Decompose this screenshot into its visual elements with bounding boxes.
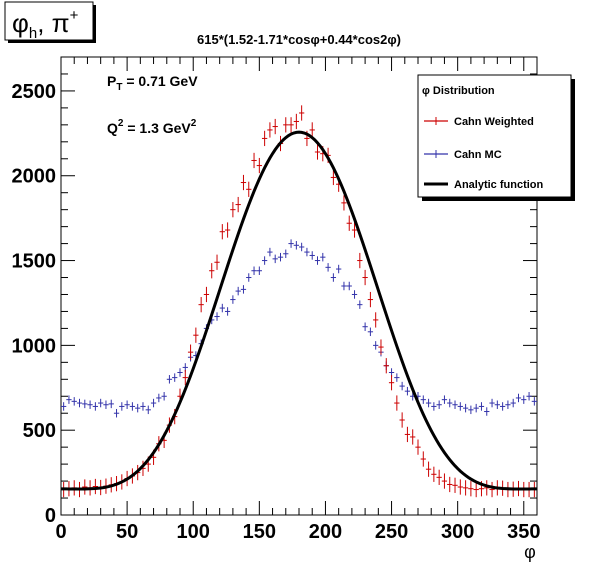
- annotation-pt-rest: = 0.71 GeV: [122, 73, 198, 89]
- annotation-q2: Q2 = 1.3 GeV2: [107, 118, 197, 136]
- annotation-q2-rest: = 1.3 GeV: [123, 120, 191, 136]
- x-tick-label: 250: [375, 521, 408, 543]
- legend-label-cahn-weighted: Cahn Weighted: [454, 116, 534, 128]
- annotation-q2-sup2: 2: [191, 118, 197, 129]
- annotation-q2-main: Q: [107, 120, 118, 136]
- legend-label-cahn-mc: Cahn MC: [454, 149, 502, 161]
- legend: φ Distribution Cahn Weighted Cahn MC Ana…: [417, 74, 575, 201]
- data-layer: [61, 105, 537, 498]
- x-tick-label: 0: [55, 521, 66, 543]
- tag-phi: φ: [12, 8, 29, 38]
- histogram-tag: φh, π+: [4, 1, 96, 43]
- y-tick-label: 0: [45, 505, 56, 527]
- chart-title: 615*(1.52-1.71*cosφ+0.44*cos2φ): [197, 32, 401, 47]
- x-tick-label: 150: [243, 521, 276, 543]
- y-tick-label: 500: [23, 420, 56, 442]
- x-tick-label: 300: [441, 521, 474, 543]
- tag-sub: h: [29, 25, 37, 42]
- x-tick-label: 50: [116, 521, 138, 543]
- x-tick-label: 350: [507, 521, 540, 543]
- tag-rest: , π: [37, 8, 69, 38]
- legend-header: φ Distribution: [422, 85, 495, 97]
- axes-layer: 0 50 100 150 200 250 300 350 0 500 1000 1500 2000 250…: [12, 56, 540, 543]
- x-tick-label: 100: [177, 521, 210, 543]
- y-tick-label: 1500: [12, 251, 57, 273]
- y-tick-label: 2500: [12, 81, 57, 103]
- annotation-pt-sub: T: [116, 82, 122, 93]
- svg-text:φh, π+: φh, π+: [12, 7, 79, 42]
- y-tick-label: 2000: [12, 166, 57, 188]
- x-tick-label: 200: [309, 521, 342, 543]
- y-tick-label: 1000: [12, 335, 57, 357]
- annotation-q2-sup: 2: [118, 118, 124, 129]
- x-axis-label: φ: [524, 542, 536, 562]
- annotation-pt-main: P: [107, 73, 116, 89]
- legend-label-analytic: Analytic function: [454, 179, 544, 191]
- analytic-function-curve: [61, 130, 537, 491]
- annotation-pt: PT = 0.71 GeV: [107, 73, 198, 93]
- tag-sup: +: [70, 7, 79, 24]
